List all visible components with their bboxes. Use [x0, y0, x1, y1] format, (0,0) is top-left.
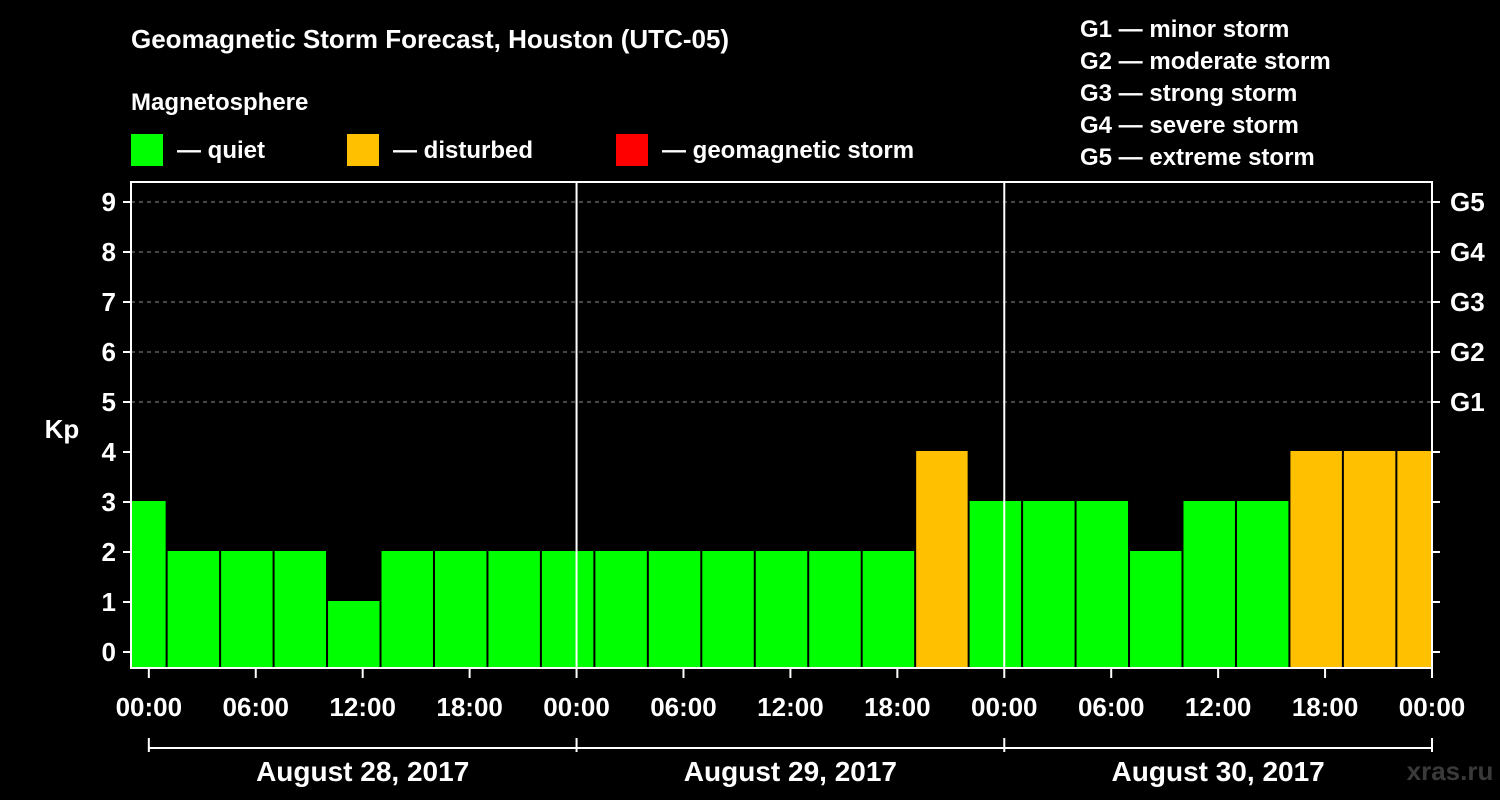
- bar-quiet: [167, 551, 220, 668]
- legend-label: — geomagnetic storm: [662, 137, 914, 164]
- y-tick-label: 3: [102, 487, 116, 517]
- bar-quiet: [862, 551, 915, 668]
- g-scale-tick-label: G5: [1450, 187, 1485, 217]
- y-axis-label: Kp: [45, 414, 80, 444]
- gridlines: [131, 201, 1432, 403]
- bar-quiet: [1130, 551, 1182, 668]
- legend-title: Magnetosphere: [131, 89, 308, 116]
- day-label: August 29, 2017: [684, 756, 897, 787]
- bar-quiet: [1023, 501, 1075, 668]
- x-tick-label: 18:00: [864, 692, 931, 722]
- bar-quiet: [221, 551, 273, 668]
- storm-scale-item: G5 — extreme storm: [1080, 144, 1315, 171]
- x-tick-label: 00:00: [1399, 692, 1466, 722]
- g-scale-tick-label: G2: [1450, 337, 1485, 367]
- x-tick-label: 06:00: [1078, 692, 1145, 722]
- bar-quiet: [1183, 501, 1235, 668]
- y-tick-label: 0: [102, 637, 116, 667]
- storm-scale-legend: G1 — minor storm G2 — moderate storm G3 — …: [1080, 16, 1331, 171]
- bar-quiet: [488, 551, 540, 668]
- x-tick-label: 12:00: [329, 692, 396, 722]
- y-tick-label: 4: [102, 437, 117, 467]
- x-tick-label: 18:00: [1292, 692, 1359, 722]
- chart-title: Geomagnetic Storm Forecast, Houston (UTC…: [131, 24, 729, 54]
- bar-quiet: [132, 501, 166, 668]
- y-tick-label: 5: [102, 387, 116, 417]
- watermark: xras.ru: [1407, 756, 1494, 786]
- storm-scale-item: G4 — severe storm: [1080, 112, 1299, 139]
- bar-quiet: [434, 551, 487, 668]
- day-label: August 28, 2017: [256, 756, 469, 787]
- y-tick-label: 9: [102, 187, 116, 217]
- x-tick-label: 12:00: [757, 692, 824, 722]
- storm-scale-item: G1 — minor storm: [1080, 16, 1289, 43]
- legend: — quiet — disturbed — geomagnetic storm: [131, 134, 914, 166]
- y-tick-label: 2: [102, 537, 116, 567]
- bar-quiet: [541, 551, 594, 668]
- g-scale-tick-label: G1: [1450, 387, 1485, 417]
- bar-quiet: [809, 551, 861, 668]
- bar-disturbed: [1290, 451, 1342, 668]
- bar-quiet: [328, 601, 380, 668]
- x-tick-label: 06:00: [223, 692, 290, 722]
- bar-quiet: [969, 501, 1022, 668]
- bars: [132, 451, 1431, 668]
- g-scale-tick-label: G4: [1450, 237, 1485, 267]
- x-tick-label: 00:00: [543, 692, 610, 722]
- legend-swatch: [131, 134, 163, 166]
- plot-frame: [130, 181, 1433, 669]
- bar-quiet: [274, 551, 327, 668]
- legend-swatch: [616, 134, 648, 166]
- storm-scale-item: G3 — strong storm: [1080, 80, 1297, 107]
- bar-disturbed: [916, 451, 968, 668]
- y-tick-label: 8: [102, 237, 116, 267]
- storm-scale-item: G2 — moderate storm: [1080, 48, 1331, 75]
- bar-quiet: [702, 551, 754, 668]
- x-tick-label: 18:00: [436, 692, 503, 722]
- x-tick-label: 06:00: [650, 692, 717, 722]
- x-tick-label: 00:00: [116, 692, 183, 722]
- g-scale-tick-label: G3: [1450, 287, 1485, 317]
- legend-swatch: [347, 134, 379, 166]
- axes: 0 1 2 3 4 5 6 7 8 9 G1 G2 G3 G4 G5 00:00 06:00 12:00 18:00…: [102, 181, 1485, 787]
- bar-quiet: [1236, 501, 1289, 668]
- x-tick-label: 12:00: [1185, 692, 1252, 722]
- y-tick-label: 1: [102, 587, 116, 617]
- legend-label: — disturbed: [393, 137, 533, 164]
- bar-quiet: [1076, 501, 1129, 668]
- legend-label: — quiet: [177, 137, 265, 164]
- bar-quiet: [595, 551, 647, 668]
- x-tick-label: 00:00: [971, 692, 1038, 722]
- bar-disturbed: [1343, 451, 1396, 668]
- bar-disturbed: [1397, 451, 1431, 668]
- bar-quiet: [755, 551, 808, 668]
- bar-quiet: [648, 551, 701, 668]
- y-tick-label: 6: [102, 337, 116, 367]
- y-tick-label: 7: [102, 287, 116, 317]
- day-label: August 30, 2017: [1112, 756, 1325, 787]
- bar-quiet: [381, 551, 433, 668]
